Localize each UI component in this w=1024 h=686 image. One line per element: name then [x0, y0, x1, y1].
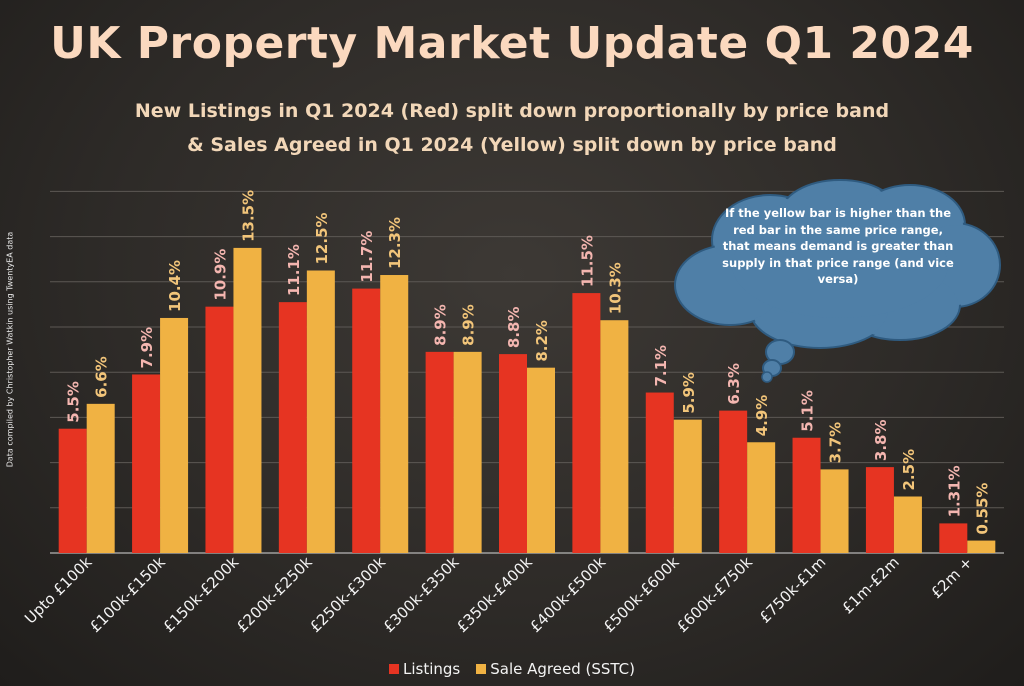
data-label-sstc: 10.3% — [606, 262, 624, 314]
bar-listings — [132, 374, 161, 553]
bar-sstc — [747, 442, 776, 553]
x-tick-label: £1m-£2m — [839, 553, 903, 617]
legend-swatch-listings — [389, 664, 399, 674]
bar-listings — [278, 302, 307, 553]
data-label-listings: 6.3% — [725, 363, 743, 405]
data-label-listings: 1.31% — [945, 465, 963, 517]
bar-listings — [58, 428, 87, 553]
data-label-sstc: 4.9% — [753, 395, 771, 437]
data-label-listings: 8.9% — [432, 304, 450, 346]
data-label-listings: 11.5% — [578, 235, 596, 287]
x-tick-label: £400k-£500k — [526, 553, 609, 636]
callout-cloud — [674, 179, 1001, 383]
data-label-sstc: 8.9% — [460, 304, 478, 346]
data-label-listings: 8.8% — [505, 307, 523, 349]
data-label-listings: 11.1% — [285, 244, 303, 296]
data-label-sstc: 10.4% — [166, 260, 184, 312]
chart-title: UK Property Market Update Q1 2024 — [50, 18, 974, 69]
x-tick-label: £100k-£150k — [86, 553, 169, 636]
bar-listings — [499, 354, 527, 553]
x-tick-label: £750k-£1m — [756, 553, 830, 627]
data-label-sstc: 8.2% — [533, 320, 551, 362]
data-label-sstc: 13.5% — [239, 190, 257, 242]
data-label-listings: 7.9% — [138, 327, 156, 369]
chart-subtitle-line-2: & Sales Agreed in Q1 2024 (Yellow) split… — [187, 134, 837, 156]
legend-label-listings: Listings — [403, 660, 461, 678]
bar-sstc — [673, 419, 702, 553]
legend-swatch-sstc — [476, 664, 487, 674]
bar-listings — [425, 351, 454, 553]
legend: Listings Sale Agreed (SSTC) — [0, 660, 1024, 678]
bar-listings — [865, 467, 894, 553]
bar-sstc — [380, 275, 409, 553]
x-tick-label: Upto £100k — [21, 553, 96, 628]
bar-listings — [352, 288, 381, 553]
bar-sstc — [600, 320, 629, 553]
legend-item-sstc: Sale Agreed (SSTC) — [476, 660, 635, 678]
data-label-listings: 3.8% — [872, 420, 890, 462]
bar-sstc — [453, 351, 482, 553]
data-label-sstc: 2.5% — [900, 449, 918, 491]
bar-sstc — [86, 403, 115, 553]
bars — [58, 247, 996, 553]
bar-listings — [645, 392, 674, 553]
bar-sstc — [820, 469, 849, 553]
cloud-fill — [732, 212, 948, 318]
legend-label-sstc: Sale Agreed (SSTC) — [490, 660, 635, 678]
x-tick-label: £250k-£300k — [306, 553, 389, 636]
x-tick-label: £200k-£250k — [233, 553, 316, 636]
data-label-listings: 7.1% — [652, 345, 670, 387]
bar-listings — [719, 410, 748, 553]
bar-sstc — [160, 317, 189, 553]
bar-listings — [205, 306, 234, 553]
data-label-sstc: 6.6% — [93, 356, 111, 398]
chart-subtitle-line-1: New Listings in Q1 2024 (Red) split down… — [134, 100, 890, 122]
data-labels: 5.5% 6.6% 7.9% 10.4% 10.9% 13.5% 11.1% 12.5% 11.… — [65, 190, 992, 535]
bar-listings — [939, 523, 968, 553]
x-tick-label: £300k-£350k — [380, 553, 463, 636]
callout-text: If the yellow bar is higher than the red… — [722, 206, 954, 287]
data-label-listings: 10.9% — [211, 249, 229, 301]
cloud-tail-bubble — [761, 371, 773, 383]
data-label-listings: 5.1% — [799, 390, 817, 432]
data-label-sstc: 5.9% — [680, 372, 698, 414]
x-tick-label: £2m + — [927, 553, 976, 602]
x-tick-label: £600k-£750k — [673, 553, 756, 636]
bar-sstc — [233, 247, 262, 553]
bar-sstc — [527, 367, 555, 553]
legend-item-listings: Listings — [389, 660, 460, 678]
bar-sstc — [967, 540, 996, 553]
bar-listings — [572, 293, 601, 553]
x-tick-label: £500k-£600k — [600, 553, 683, 636]
bar-sstc — [306, 270, 335, 553]
data-label-listings: 11.7% — [358, 231, 376, 283]
x-tick-label: £150k-£200k — [159, 553, 242, 636]
data-label-listings: 5.5% — [65, 381, 83, 423]
bar-listings — [792, 437, 821, 553]
data-label-sstc: 3.7% — [827, 422, 845, 464]
bar-sstc — [893, 496, 922, 553]
data-label-sstc: 12.5% — [313, 212, 331, 264]
x-tick-labels: Upto £100k£100k-£150k£150k-£200k£200k-£2… — [21, 553, 976, 636]
data-label-sstc: 12.3% — [386, 217, 404, 269]
x-tick-label: £350k-£400k — [453, 553, 536, 636]
data-label-sstc: 0.55% — [973, 483, 991, 535]
